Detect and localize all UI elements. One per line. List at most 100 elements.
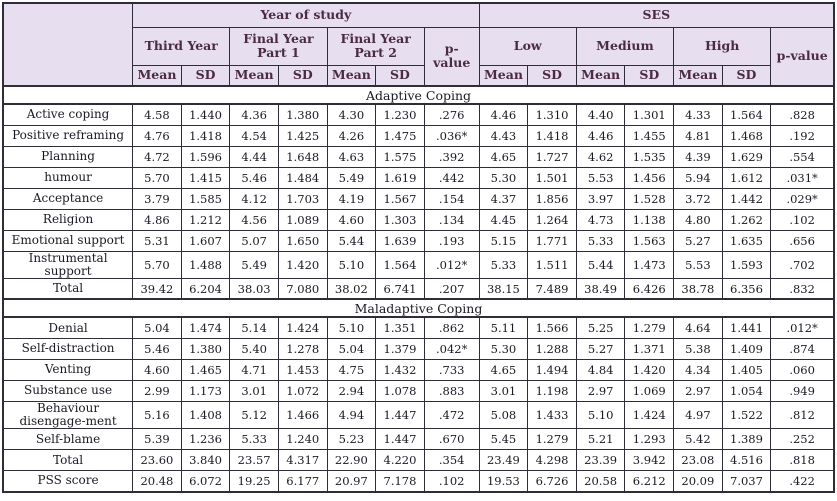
value-cell: 1.380 [277, 103, 328, 126]
p-value-cell: .042* [423, 337, 480, 360]
value-cell: 6.177 [277, 470, 328, 493]
value-cell: 5.38 [673, 337, 723, 360]
value-cell: 5.44 [326, 229, 377, 252]
value-cell: 1.567 [375, 187, 425, 210]
value-cell: 7.489 [527, 277, 577, 300]
value-cell: 5.04 [326, 337, 377, 360]
third-year-header: Third Year [132, 26, 231, 66]
p-value-cell: .812 [770, 400, 835, 430]
value-cell: 1.473 [624, 250, 675, 279]
value-cell: 5.30 [478, 166, 529, 189]
value-cell: 3.97 [575, 187, 626, 210]
value-cell: 4.30 [326, 103, 377, 126]
header-row-subgroups: Third Year Final Year Part 1 Final Year … [3, 26, 835, 87]
value-cell: 4.45 [478, 208, 529, 231]
value-cell: 1.856 [527, 187, 577, 210]
value-cell: 4.46 [575, 124, 626, 147]
value-cell: 5.40 [229, 337, 279, 360]
table-row: Planning 4.72 1.596 4.44 1.648 4.63 1.575.392 4… [2, 145, 835, 168]
sd-header: SD [721, 64, 772, 87]
sd-header: SD [375, 64, 425, 87]
ses-high-header: High [673, 26, 772, 66]
table-row: Substance use 2.99 1.173 3.01 1.072 2.94 1.078… [2, 379, 835, 402]
value-cell: 1.262 [721, 208, 772, 231]
value-cell: 1.619 [375, 166, 425, 189]
value-cell: 1.474 [180, 316, 231, 339]
p-value-cell: .193 [423, 229, 480, 252]
value-cell: 1.648 [277, 145, 328, 168]
table-row: PSS score 20.48 6.072 19.25 6.177 20.97 7.178.… [2, 470, 835, 493]
value-cell: 20.09 [673, 470, 723, 493]
value-cell: 4.60 [132, 358, 182, 381]
value-cell: 1.563 [624, 229, 675, 252]
p-value-cell: .554 [770, 145, 835, 168]
value-cell: 1.408 [180, 400, 231, 430]
p-value-cell: .733 [423, 358, 480, 381]
value-cell: 1.522 [721, 400, 772, 430]
table-row: Instrumental support 5.70 1.488 5.49 1.420 5.… [2, 250, 835, 279]
value-cell: 5.49 [326, 166, 377, 189]
value-cell: 5.07 [229, 229, 279, 252]
mean-header: Mean [575, 64, 626, 87]
value-cell: 4.298 [527, 449, 577, 472]
value-cell: 4.43 [478, 124, 529, 147]
value-cell: 4.12 [229, 187, 279, 210]
table-row: Venting 4.60 1.465 4.71 1.453 4.75 1.432.733 4.… [2, 358, 835, 381]
p-value-cell: .012* [770, 316, 835, 339]
value-cell: 1.494 [527, 358, 577, 381]
value-cell: 1.607 [180, 229, 231, 252]
mean-header: Mean [673, 64, 723, 87]
value-cell: 1.593 [721, 250, 772, 279]
value-cell: 4.37 [478, 187, 529, 210]
value-cell: 5.08 [478, 400, 529, 430]
value-cell: 1.441 [721, 316, 772, 339]
value-cell: 4.33 [673, 103, 723, 126]
value-cell: 6.204 [180, 277, 231, 300]
value-cell: 1.771 [527, 229, 577, 252]
p-value-cell: .832 [770, 277, 835, 300]
value-cell: 1.727 [527, 145, 577, 168]
table-row: Self-blame 5.39 1.236 5.33 1.240 5.23 1.447.67… [2, 428, 835, 451]
p-value-cell: .192 [770, 124, 835, 147]
row-label: humour [2, 166, 134, 189]
value-cell: 4.19 [326, 187, 377, 210]
value-cell: 23.49 [478, 449, 529, 472]
value-cell: 4.97 [673, 400, 723, 430]
value-cell: 1.236 [180, 428, 231, 451]
value-cell: 1.264 [527, 208, 577, 231]
value-cell: 1.420 [624, 358, 675, 381]
value-cell: 4.36 [229, 103, 279, 126]
table-row: Religion 4.86 1.212 4.56 1.089 4.60 1.303.134 4… [2, 208, 835, 231]
value-cell: 3.79 [132, 187, 182, 210]
value-cell: 1.230 [375, 103, 425, 126]
row-label: Venting [2, 358, 134, 381]
value-cell: 3.840 [180, 449, 231, 472]
value-cell: 5.53 [575, 166, 626, 189]
ses-medium-header: Medium [575, 26, 675, 66]
ses-group-header: SES [478, 2, 835, 28]
value-cell: 4.317 [277, 449, 328, 472]
p-value-cell: .472 [423, 400, 480, 430]
value-cell: 1.379 [375, 337, 425, 360]
table-row: Total 23.60 3.840 23.57 4.317 22.90 4.220.354 2… [2, 449, 835, 472]
mean-header: Mean [326, 64, 377, 87]
value-cell: 1.415 [180, 166, 231, 189]
value-cell: 38.03 [229, 277, 279, 300]
value-cell: 1.639 [375, 229, 425, 252]
value-cell: 4.73 [575, 208, 626, 231]
p-value-cell: .422 [770, 470, 835, 493]
value-cell: 5.70 [132, 250, 182, 279]
value-cell: 5.10 [326, 316, 377, 339]
value-cell: 1.488 [180, 250, 231, 279]
p-value-cell: .031* [770, 166, 835, 189]
row-label: Total [2, 449, 134, 472]
value-cell: 6.212 [624, 470, 675, 493]
value-cell: 4.76 [132, 124, 182, 147]
value-cell: 4.84 [575, 358, 626, 381]
value-cell: 4.64 [673, 316, 723, 339]
value-cell: 4.80 [673, 208, 723, 231]
value-cell: 1.447 [375, 428, 425, 451]
row-label: Acceptance [2, 187, 134, 210]
value-cell: 5.33 [575, 229, 626, 252]
